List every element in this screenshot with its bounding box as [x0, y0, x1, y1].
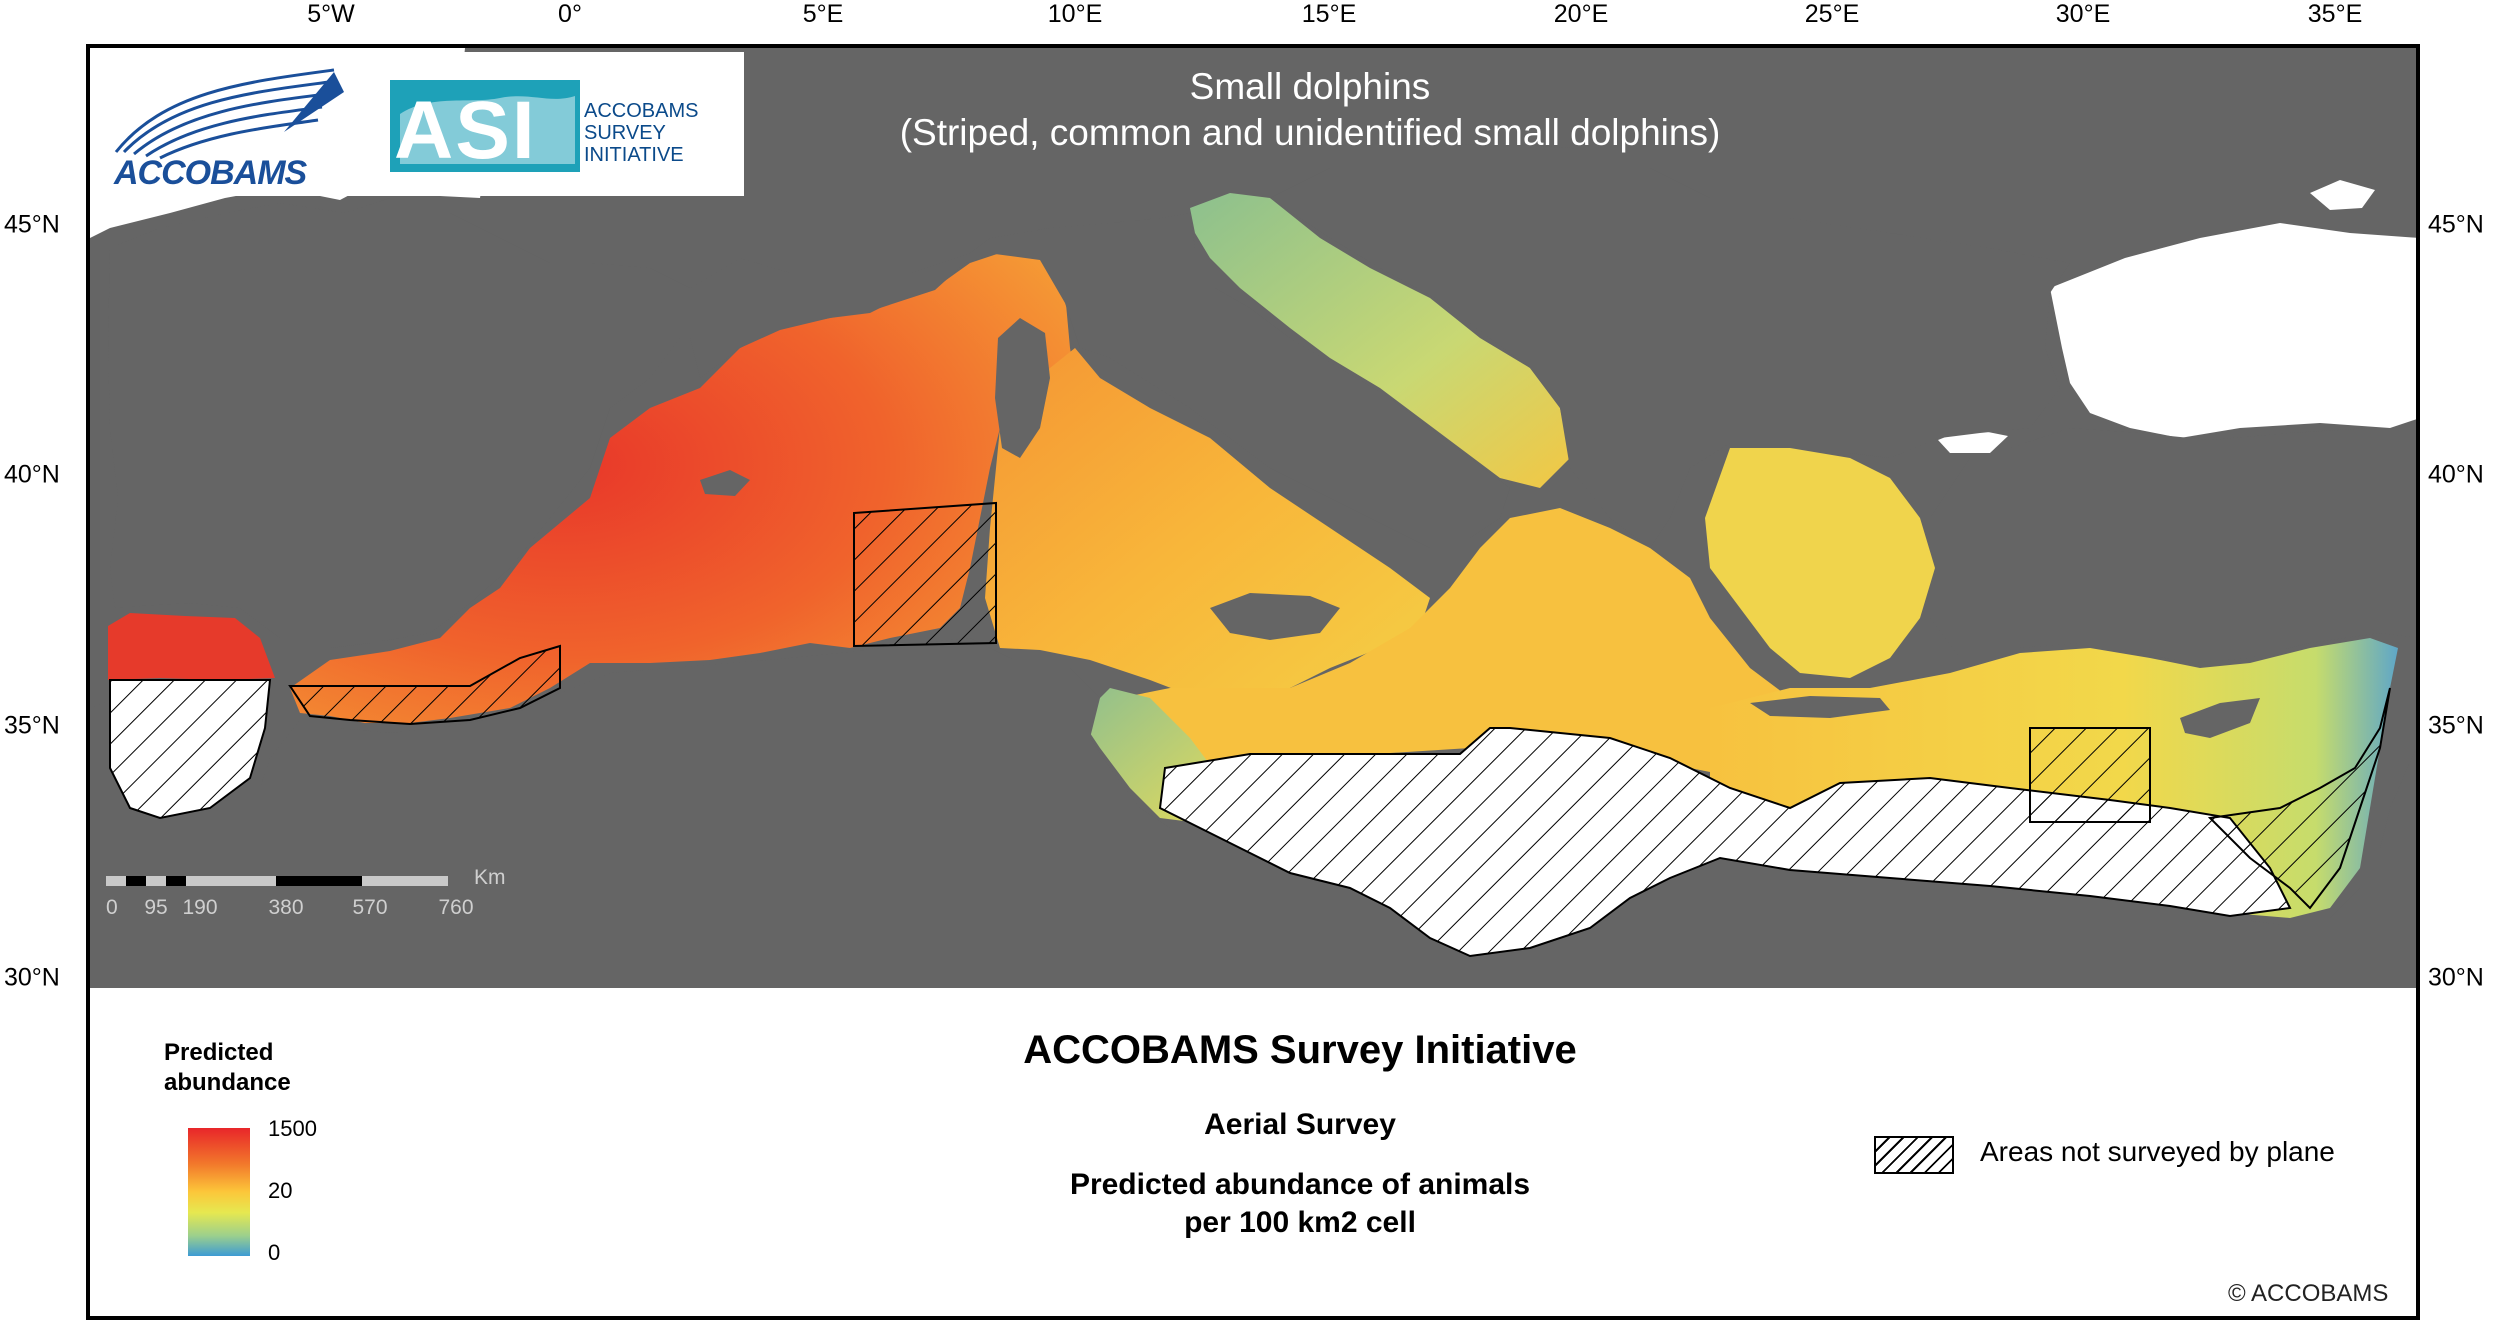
- scale-label-570: 570: [352, 896, 388, 919]
- france-italy-land: [690, 213, 1510, 548]
- anatolia-land: [1930, 428, 2416, 663]
- scale-label-190: 190: [182, 896, 218, 919]
- scale-bar: [106, 876, 448, 886]
- longitude-label-15e: 15°E: [1301, 0, 1357, 28]
- longitude-label-30e: 30°E: [2055, 0, 2111, 28]
- iberia-land: [108, 198, 690, 648]
- colorbar-min-label: 0: [268, 1240, 281, 1265]
- legend-panel: Predicted abundance 1500 20 0 ACCOBAMS S…: [86, 988, 2420, 1320]
- longitude-label-10e: 10°E: [1047, 0, 1103, 28]
- map-title: Small dolphins: [1189, 66, 1431, 107]
- asi-logo-line3: INITIATIVE: [584, 144, 684, 166]
- scale-label-0: 0: [106, 896, 118, 919]
- latitude-label-30n-left: 30°N: [4, 963, 60, 992]
- corsica-sardinia-land: [995, 318, 1050, 458]
- asi-logo-initials: ASI: [394, 85, 537, 176]
- latitude-label-35n-right: 35°N: [2428, 711, 2484, 740]
- footer-subtitle: Aerial Survey: [1204, 1108, 1396, 1141]
- abundance-colorbar: [188, 1128, 250, 1256]
- latitude-label-45n-left: 45°N: [4, 210, 60, 239]
- crete-land: [1750, 696, 1890, 718]
- scale-label-380: 380: [268, 896, 304, 919]
- accobams-logo-icon: [114, 68, 344, 160]
- hatch-legend-swatch: [1874, 1136, 1954, 1174]
- unsurveyed-area-levant-coast: [2207, 687, 2391, 910]
- latitude-label-35n-left: 35°N: [4, 711, 60, 740]
- map-panel[interactable]: Small dolphins (Striped, common and unid…: [86, 44, 2420, 996]
- black-sea-white-area: [2050, 223, 2416, 438]
- latitude-label-40n-left: 40°N: [4, 460, 60, 489]
- latitude-label-30n-right: 30°N: [2428, 963, 2484, 992]
- accobams-logo-text: ACCOBAMS: [114, 154, 307, 192]
- balearic-islands-land: [700, 470, 750, 496]
- unsurveyed-area-levant-block: [2029, 727, 2151, 823]
- footer-title: ACCOBAMS Survey Initiative: [1023, 1028, 1577, 1072]
- sea-of-azov-white-area: [2310, 180, 2375, 210]
- unsurveyed-area-algerian-block: [853, 501, 997, 648]
- unsurveyed-area-libya-egypt: [1158, 727, 2292, 958]
- legend-heading-line1: Predicted: [164, 1039, 274, 1066]
- map-subtitle: (Striped, common and unidentified small …: [899, 112, 1721, 153]
- alboran-sea-surface: [108, 613, 275, 680]
- longitude-label-5e: 5°E: [802, 0, 844, 28]
- longitude-label-35e: 35°E: [2307, 0, 2363, 28]
- latitude-label-40n-right: 40°N: [2428, 460, 2484, 489]
- unsurveyed-area-alboran: [288, 644, 561, 726]
- colorbar-max-label: 1500: [268, 1116, 317, 1141]
- asi-logo-icon: [390, 80, 580, 172]
- cyprus-land: [2180, 698, 2260, 738]
- scale-label-95: 95: [144, 896, 168, 919]
- asi-logo-line1: ACCOBAMS: [584, 100, 699, 122]
- longitude-label-20e: 20°E: [1553, 0, 1609, 28]
- longitude-label-0: 0°: [558, 0, 582, 28]
- longitude-label-5w: 5°W: [307, 0, 355, 28]
- balkans-land: [1270, 143, 2070, 548]
- copyright-notice: © ACCOBAMS: [2228, 1280, 2389, 1307]
- hatch-legend-label: Areas not surveyed by plane: [1980, 1136, 2335, 1167]
- aegean-sea-surface: [1705, 448, 1935, 678]
- unsurveyed-area-strait-of-gibraltar: [109, 679, 272, 820]
- legend-heading: Predicted abundance: [164, 1038, 364, 1098]
- adriatic-sea-surface: [1190, 193, 1570, 488]
- scale-unit-label: Km: [474, 866, 506, 889]
- latitude-label-45n-right: 45°N: [2428, 210, 2484, 239]
- north-africa-land: [90, 638, 2416, 992]
- scale-label-760: 760: [438, 896, 474, 919]
- longitude-label-25e: 25°E: [1804, 0, 1860, 28]
- legend-heading-line2: abundance: [164, 1069, 291, 1096]
- asi-logo-line2: SURVEY: [584, 122, 666, 144]
- footer-description-line2: per 100 km2 cell: [1184, 1206, 1416, 1239]
- footer-description-line1: Predicted abundance of animals: [1069, 1168, 1531, 1201]
- map-canvas: [90, 48, 2416, 992]
- colorbar-mid-label: 20: [268, 1178, 293, 1203]
- logo-box: ACCOBAMS ASI ACCOBAMS SURVEY INITIATIVE: [94, 52, 744, 196]
- ionian-basin-surface: [1120, 508, 1810, 788]
- sicily-land: [1210, 593, 1340, 640]
